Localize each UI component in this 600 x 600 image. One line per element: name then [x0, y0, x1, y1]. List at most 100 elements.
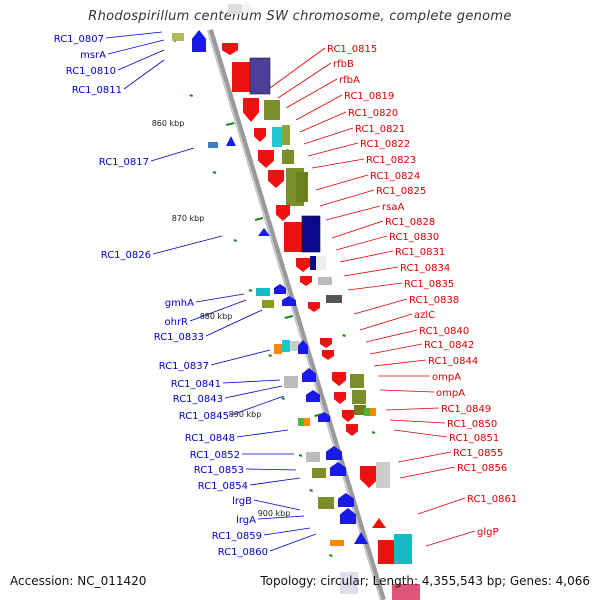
gene-label-right: azlC — [414, 310, 435, 321]
gene-box — [354, 405, 366, 415]
gene-box — [392, 584, 420, 600]
gene-box — [172, 33, 184, 41]
gene-leader-line — [331, 220, 384, 239]
gene-box — [340, 572, 358, 594]
gene-arrow — [254, 128, 266, 142]
gene-label-right: RC1_0849 — [441, 404, 491, 415]
gene-leader-line — [205, 309, 263, 337]
gene-leader-line — [335, 235, 388, 251]
gene-label-left: RC1_0811 — [72, 85, 122, 96]
gene-leader-line — [373, 359, 427, 367]
gene-leader-line — [277, 62, 332, 99]
gene-label-left: RC1_0807 — [54, 34, 104, 45]
gene-label-left: RC1_0810 — [66, 66, 116, 77]
gene-arrow — [330, 462, 346, 476]
gene-label-right: RC1_0822 — [360, 139, 410, 150]
gene-leader-line — [152, 235, 223, 255]
gene-label-left: RC1_0817 — [99, 157, 149, 168]
map-marker-dash — [371, 431, 376, 434]
gene-label-right: RC1_0820 — [348, 108, 398, 119]
gene-label-right: ompA — [436, 388, 465, 399]
gene-label-left: RC1_0854 — [198, 481, 248, 492]
gene-label-left: msrA — [80, 50, 106, 61]
map-marker-dash — [298, 454, 303, 457]
gene-leader-line — [303, 127, 354, 145]
gene-label-right: RC1_0834 — [400, 263, 450, 274]
gene-label-left: RC1_0833 — [154, 332, 204, 343]
gene-arrow — [258, 150, 274, 168]
map-marker-dash — [189, 94, 194, 97]
gene-label-left: RC1_0837 — [159, 361, 209, 372]
gene-arrow — [300, 276, 312, 286]
kbp-tick — [284, 315, 294, 319]
gene-box — [298, 418, 304, 426]
map-marker-dash — [248, 289, 253, 292]
gene-arrow — [306, 390, 320, 402]
gene-leader-line — [245, 468, 297, 471]
gene-arrow — [243, 98, 259, 122]
gene-box — [284, 222, 304, 252]
map-marker-dash — [329, 554, 333, 557]
gene-box — [228, 4, 242, 14]
gene-label-left: lrgA — [236, 515, 256, 526]
gene-label-right: RC1_0825 — [376, 186, 426, 197]
gene-leader-line — [210, 349, 271, 366]
gene-arrow — [276, 205, 290, 221]
gene-label-right: RC1_0830 — [389, 232, 439, 243]
gene-leader-line — [353, 298, 408, 315]
gene-label-left: lrgB — [232, 496, 252, 507]
gene-leader-line — [123, 59, 165, 90]
map-marker-dash — [309, 489, 313, 492]
kbp-tick-label: 860 kbp — [152, 119, 185, 128]
gene-box — [394, 534, 412, 564]
gene-box — [274, 344, 282, 354]
gene-label-right: rfbA — [339, 75, 360, 86]
gene-leader-line — [295, 94, 343, 121]
gene-label-right: RC1_0831 — [395, 247, 445, 258]
gene-leader-line — [425, 530, 476, 547]
gene-leader-line — [230, 395, 285, 416]
gene-box — [364, 408, 370, 416]
gene-label-left: RC1_0845 — [179, 411, 229, 422]
gene-box — [312, 468, 326, 478]
gene-arrow — [222, 43, 238, 55]
gene-leader-line — [385, 407, 440, 411]
gene-label-right: rsaA — [382, 202, 404, 213]
gene-leader-line — [347, 282, 403, 291]
gene-arrow — [242, 2, 252, 12]
gene-label-left: RC1_0848 — [185, 433, 235, 444]
gene-leader-line — [150, 147, 195, 162]
gene-leader-line — [269, 533, 317, 552]
gene-box — [316, 256, 326, 270]
gene-leader-line — [319, 189, 375, 207]
gene-leader-line — [236, 429, 289, 438]
gene-arrow — [342, 410, 354, 422]
gene-arrow — [302, 368, 316, 382]
gene-leader-line — [389, 419, 446, 424]
gene-leader-line — [263, 527, 311, 536]
gene-arrow — [320, 338, 332, 348]
kbp-tick — [254, 217, 264, 221]
gene-leader-line — [117, 49, 165, 71]
gene-box — [350, 374, 364, 388]
map-marker-dash — [268, 354, 272, 357]
gene-label-left: ohrR — [164, 317, 188, 328]
gene-arrow — [326, 446, 342, 460]
gene-box — [376, 462, 390, 488]
gene-label-left: RC1_0843 — [173, 394, 223, 405]
gene-box — [326, 295, 342, 303]
gene-arrow — [334, 392, 346, 404]
gene-leader-line — [325, 205, 381, 221]
genome-title: Rhodospirillum centenum SW chromosome, c… — [88, 9, 512, 24]
gene-label-left: RC1_0826 — [101, 250, 151, 261]
gene-arrow — [274, 284, 286, 294]
gene-leader-line — [285, 78, 338, 109]
gene-leader-line — [399, 466, 456, 479]
gene-leader-line — [417, 497, 466, 515]
gene-label-left: RC1_0841 — [171, 379, 221, 390]
gene-arrow — [360, 466, 378, 488]
topology-text: Topology: circular; Length: 4,355,543 bp… — [260, 574, 590, 588]
gene-box — [272, 127, 282, 147]
gene-label-right: RC1_0835 — [404, 279, 454, 290]
gene-label-right: RC1_0861 — [467, 494, 517, 505]
